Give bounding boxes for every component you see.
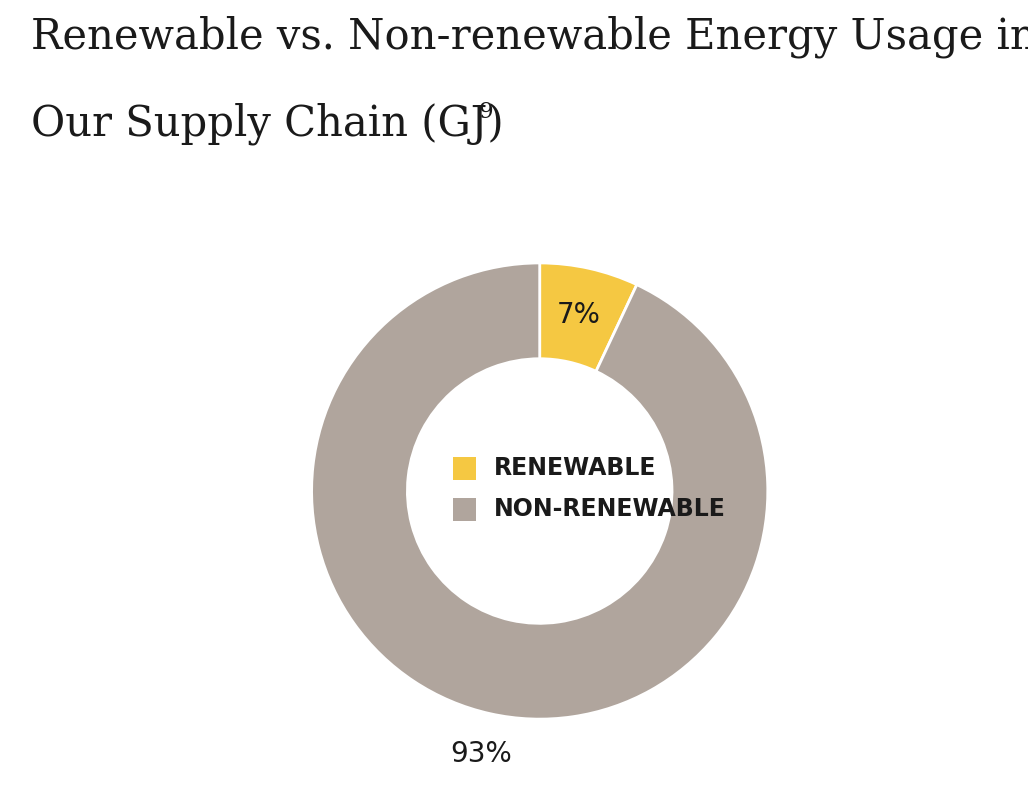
FancyBboxPatch shape <box>453 498 476 520</box>
Wedge shape <box>311 263 768 719</box>
Text: 9: 9 <box>478 101 492 124</box>
Wedge shape <box>540 263 636 371</box>
Text: RENEWABLE: RENEWABLE <box>494 456 657 480</box>
Text: 7%: 7% <box>557 301 601 329</box>
Text: Renewable vs. Non-renewable Energy Usage in: Renewable vs. Non-renewable Energy Usage… <box>31 16 1028 59</box>
Text: NON-RENEWABLE: NON-RENEWABLE <box>494 497 726 521</box>
Text: 93%: 93% <box>450 740 512 767</box>
FancyBboxPatch shape <box>453 457 476 480</box>
Text: Our Supply Chain (GJ): Our Supply Chain (GJ) <box>31 103 504 146</box>
